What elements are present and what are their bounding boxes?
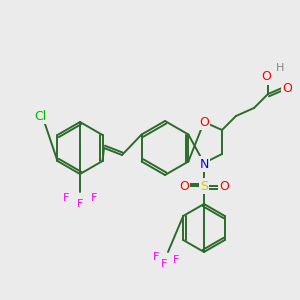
Text: F: F (153, 252, 159, 262)
Text: F: F (77, 199, 83, 209)
Text: O: O (261, 70, 271, 83)
Text: S: S (200, 179, 208, 193)
Text: N: N (199, 158, 209, 170)
Text: O: O (199, 116, 209, 128)
Text: F: F (161, 259, 167, 269)
Text: F: F (91, 193, 97, 203)
Text: F: F (63, 193, 69, 203)
Text: H: H (276, 63, 284, 73)
Text: Cl: Cl (34, 110, 46, 122)
Text: F: F (173, 255, 179, 265)
Text: O: O (179, 179, 189, 193)
Text: O: O (219, 179, 229, 193)
Text: O: O (282, 82, 292, 94)
